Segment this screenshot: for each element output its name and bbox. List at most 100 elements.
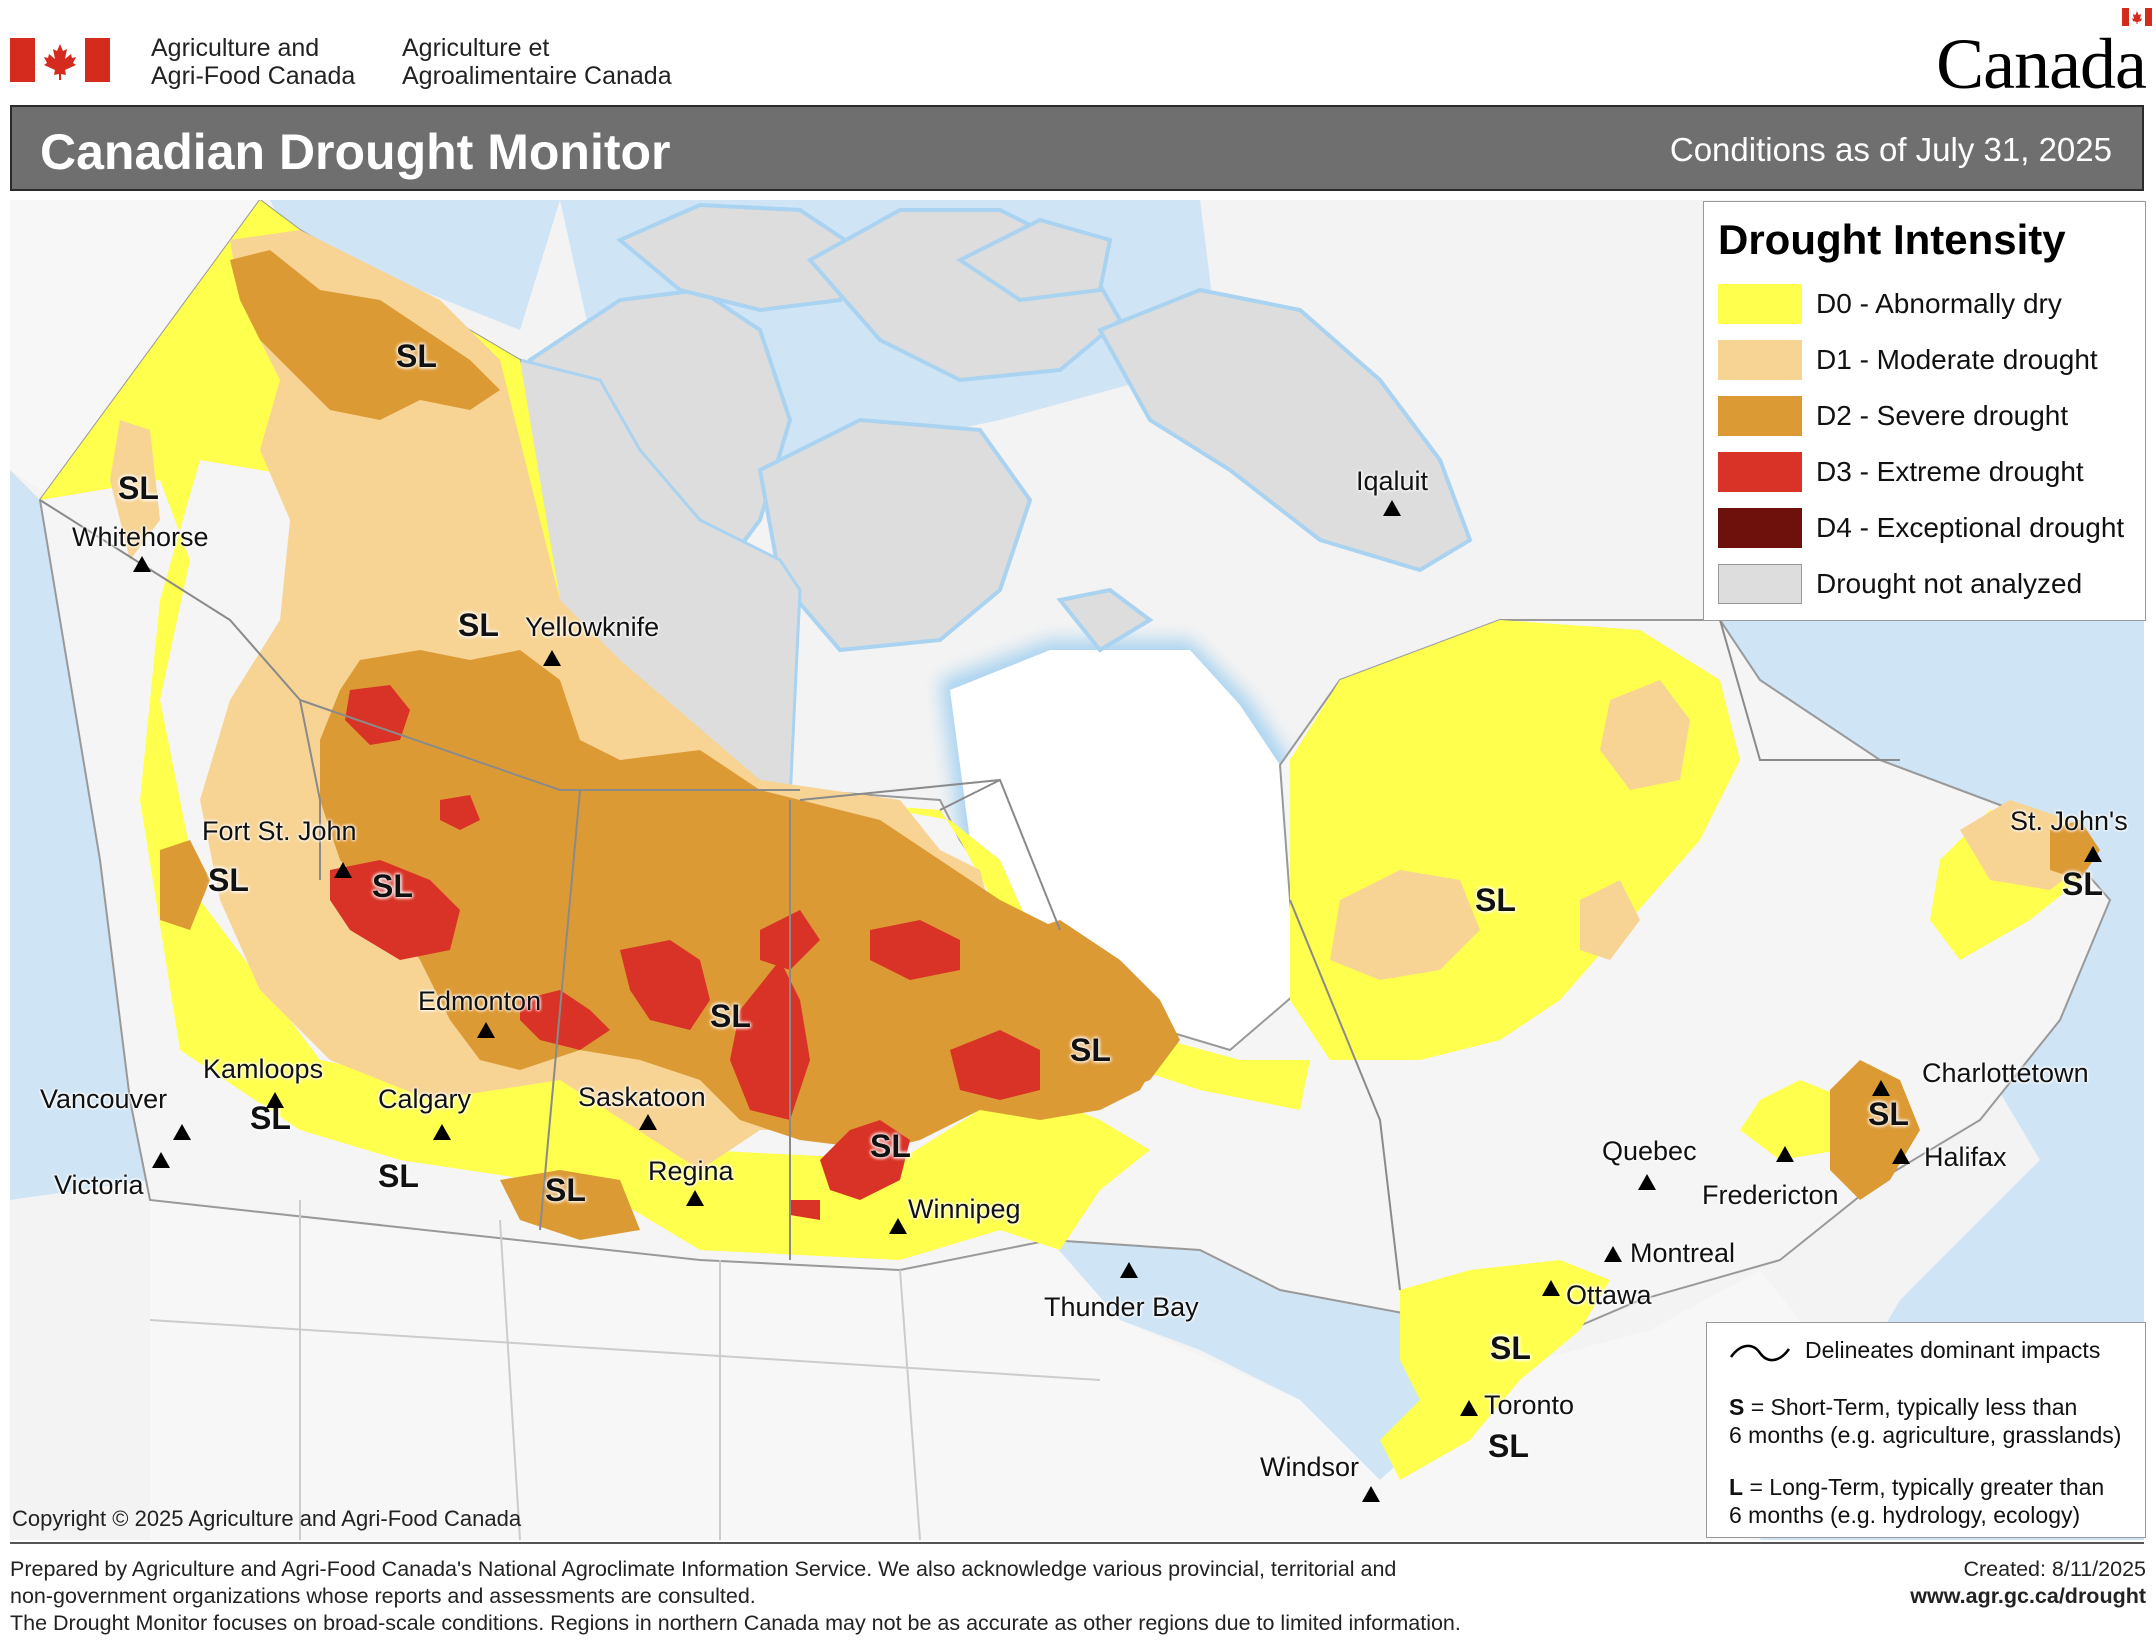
canada-flag-icon [10,38,110,82]
long-term-key: L [1729,1474,1744,1500]
city-marker-icon [1872,1080,1890,1096]
legend-item: D4 - Exceptional drought [1718,506,2124,550]
city-marker-icon [133,556,151,572]
impact-label: SL [378,1158,419,1194]
canada-wordmark: Canada [1936,20,2147,104]
legend-title: Drought Intensity [1718,216,2066,263]
impact-label: SL [1490,1330,1531,1366]
city-marker-icon [152,1152,170,1168]
impact-line-icon [1729,1344,1791,1362]
department-name-english: Agriculture and Agri-Food Canada [151,34,355,90]
legend-label: D1 - Moderate drought [1816,344,2098,375]
wordmark-text: Canada [1936,24,2147,104]
city-label: Yellowknife [525,612,660,642]
city-marker-icon [1542,1280,1560,1296]
legend-item: D0 - Abnormally dry [1718,282,2062,326]
city-marker-icon [334,862,352,878]
legend-label: D0 - Abnormally dry [1816,288,2062,319]
city-label: Saskatoon [578,1082,706,1112]
long-term-text-2: 6 months (e.g. hydrology, ecology) [1729,1502,2081,1528]
city-marker-icon [543,650,561,666]
city-label: Regina [648,1156,734,1186]
impact-label: SL [2062,866,2103,902]
dept-fr-line1: Agriculture et [402,34,550,62]
city-marker-icon [639,1114,657,1130]
drought-url-link[interactable]: www.agr.gc.ca/drought [1910,1584,2146,1608]
map-canvas [10,200,2144,1540]
long-term-text-1: = Long-Term, typically greater than [1743,1474,2105,1500]
city-marker-icon [266,1092,284,1108]
dept-en-line1: Agriculture and [151,34,320,62]
great-lakes [1050,1240,1500,1480]
footer-line: Prepared by Agriculture and Agri-Food Ca… [10,1557,1397,1581]
footer-line: non-government organizations whose repor… [10,1584,756,1608]
city-label: Iqaluit [1356,466,1429,496]
city-label: Fort St. John [202,816,357,846]
copyright: Copyright © 2025 Agriculture and Agri-Fo… [12,1506,522,1531]
city-label: Vancouver [40,1084,168,1114]
city-label: Charlottetown [1922,1058,2089,1088]
short-term-key: S [1729,1394,1745,1420]
city-marker-icon [2084,846,2102,862]
footer-divider [10,1542,2144,1544]
impact-label: SL [1070,1032,1111,1068]
city-label: Toronto [1484,1390,1575,1420]
impact-label: SL [118,470,159,506]
beaufort-sea [270,200,560,330]
dept-en-line2: Agri-Food Canada [151,62,356,90]
header: Agriculture and Agri-Food Canada Agricul… [0,0,2156,100]
pacific-ocean [10,470,150,1200]
city-marker-icon [173,1124,191,1140]
impact-label: SL [1488,1428,1529,1464]
city-marker-icon [1120,1262,1138,1278]
city-label: Whitehorse [72,522,209,552]
city-label: Windsor [1260,1452,1360,1482]
impacts-note: Delineates dominant impacts S = Short-Te… [1706,1322,2146,1538]
long-term-note: L = Long-Term, typically greater than 6 … [1729,1473,2104,1529]
city-label: Quebec [1602,1136,1697,1166]
legend-swatch [1718,564,1802,604]
title-bar: Canadian Drought Monitor Conditions as o… [10,105,2144,191]
city-marker-icon [1776,1146,1794,1162]
city-marker-icon [1604,1246,1622,1262]
city-label: Thunder Bay [1044,1292,1199,1322]
impact-label: SL [372,868,413,904]
legend-item: D2 - Severe drought [1718,394,2068,438]
department-name-french: Agriculture et Agroalimentaire Canada [402,34,672,90]
impact-label: SL [1475,882,1516,918]
dept-fr-line2: Agroalimentaire Canada [402,62,672,90]
city-label: Edmonton [418,986,542,1016]
impact-label: SL [396,338,437,374]
city-marker-icon [889,1218,907,1234]
impact-label: SL [710,998,751,1034]
drought-intensity-legend: Drought Intensity D0 - Abnormally dry D1… [1703,201,2146,621]
us-land [150,1200,1800,1540]
legend-swatch [1718,284,1802,324]
legend-label: D4 - Exceptional drought [1816,512,2125,543]
legend-swatch [1718,340,1802,380]
city-label: Victoria [54,1170,144,1200]
legend-item: D1 - Moderate drought [1718,338,2098,382]
legend-swatch [1718,508,1802,548]
us-state-lines [149,1200,1101,1540]
impact-label: SL [208,862,249,898]
city-marker-icon [686,1190,704,1206]
impact-label: SL [1868,1096,1909,1132]
city-label: Ottawa [1566,1280,1652,1310]
impact-label: SL [458,607,499,643]
wordmark-flag-icon [2122,8,2152,26]
created-info: Created: 8/11/2025 www.agr.gc.ca/drought [1910,1556,2146,1610]
conditions-date: Conditions as of July 31, 2025 [1669,131,2112,168]
provincial-boundaries [39,499,1900,1291]
city-marker-icon [1892,1148,1910,1164]
city-label: Fredericton [1702,1180,1839,1210]
city-label: Kamloops [203,1054,324,1084]
city-marker-icon [1460,1400,1478,1416]
legend-item: D3 - Extreme drought [1718,450,2084,494]
map-title: Canadian Drought Monitor [40,124,671,180]
city-label: Montreal [1630,1238,1736,1268]
legend-label: D2 - Severe drought [1816,400,2069,431]
city-marker-icon [1638,1174,1656,1190]
short-term-note: S = Short-Term, typically less than 6 mo… [1729,1393,2121,1449]
arctic-archipelago [527,202,1473,653]
